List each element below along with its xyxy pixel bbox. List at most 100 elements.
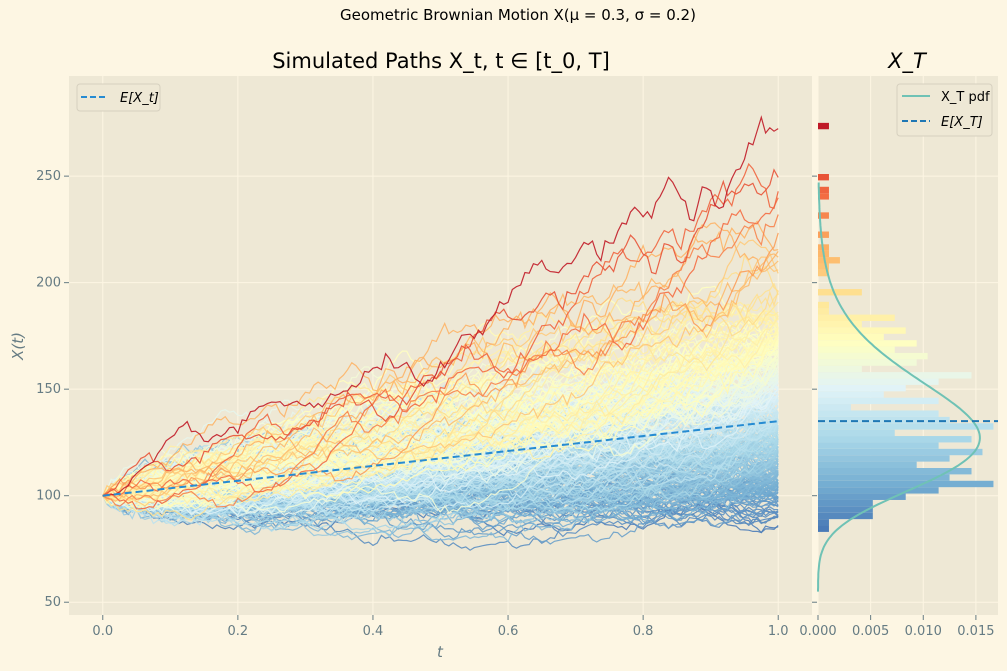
x-tick-label: 0.2 [228, 624, 249, 639]
histogram-bar [818, 461, 917, 468]
simulated-path [102, 222, 779, 500]
histogram-bar [818, 525, 829, 532]
histogram-bar [818, 436, 972, 443]
simulated-path [102, 256, 779, 497]
y-tick-label: 150 [36, 382, 61, 397]
y-tick-label: 50 [44, 595, 61, 610]
simulated-path [102, 292, 779, 521]
histogram-bar [818, 512, 873, 520]
histogram-bar [818, 372, 972, 379]
suptitle: Geometric Brownian Motion X(μ = 0.3, σ =… [340, 6, 696, 24]
histogram-bar [818, 193, 829, 200]
legend-label-expected: E[X_t] [120, 91, 159, 106]
y-axis-label: X(t) [9, 332, 27, 361]
expected-path-line [102, 420, 779, 497]
histogram-bar [818, 365, 862, 373]
histogram-bar [818, 340, 917, 347]
histogram-bar [818, 212, 829, 219]
histogram-bar [818, 397, 939, 405]
simulated-path [102, 214, 779, 508]
main-legend: E[X_t] [76, 83, 161, 112]
x-tick-label: 0.005 [852, 624, 889, 639]
simulated-path [102, 290, 779, 502]
simulated-path [102, 327, 779, 501]
histogram-bar [818, 442, 939, 449]
simulated-path [102, 220, 779, 497]
x-tick-label: 0.0 [92, 624, 113, 639]
simulated-path [102, 301, 779, 505]
histogram-bar [818, 404, 851, 411]
histogram-bar [818, 122, 829, 130]
histogram-bar [818, 346, 895, 353]
simulated-path [102, 301, 779, 505]
x-tick-label: 1.0 [768, 624, 789, 639]
histogram-bar [818, 468, 972, 475]
pdf-curve [817, 182, 981, 592]
x-tick-label: 0.6 [498, 624, 519, 639]
histogram-bar [818, 429, 895, 437]
x-tick-label: 0.010 [905, 624, 942, 639]
histogram-bar [818, 301, 829, 309]
hist-title: X_T [887, 49, 928, 74]
simulated-path [102, 197, 779, 497]
histogram-bar [818, 186, 829, 194]
histogram-bar [818, 519, 829, 526]
simulated-path [102, 310, 779, 500]
histogram-bar [818, 352, 928, 360]
histogram-bar [818, 474, 950, 481]
simulated-path [102, 357, 779, 497]
x-tick-label: 0.015 [957, 624, 994, 639]
y-tick-label: 100 [36, 489, 61, 504]
legend-box [76, 83, 161, 112]
histogram-bar [818, 321, 862, 328]
simulated-path [102, 168, 779, 497]
paths-axes: 0.0 0.2 0.4 0.6 0.8 1.0 50 100 150 200 250 [36, 76, 817, 639]
simulated-path [102, 115, 779, 497]
histogram-bar [818, 314, 895, 321]
simulated-path [102, 239, 779, 507]
hist-axes: 0.000 0.005 0.010 0.015 [799, 76, 998, 639]
simulated-path [102, 253, 779, 499]
histogram-bar [818, 384, 906, 392]
simulated-path [102, 260, 779, 502]
hist-legend: X_T pdf E[X_T] [896, 83, 993, 137]
histogram-bar [818, 333, 884, 341]
histogram-bar [818, 327, 906, 334]
histogram-bar [818, 487, 939, 494]
x-tick-label: 0.8 [633, 624, 654, 639]
histogram-bar [818, 499, 873, 507]
histogram-bar [818, 506, 873, 513]
histogram-bar [818, 269, 829, 277]
histogram-bar [818, 423, 994, 430]
histogram-bar [818, 263, 829, 270]
plot-area [69, 76, 812, 615]
y-tick-label: 250 [36, 169, 61, 184]
histogram-bar [818, 455, 950, 462]
simulated-path [102, 253, 779, 504]
histogram-bar [818, 359, 917, 366]
histogram-bar [818, 289, 862, 296]
histogram-bar [818, 410, 939, 417]
histogram-bar [818, 416, 950, 424]
simulated-path [102, 232, 779, 497]
histogram-bar [818, 378, 939, 385]
histogram-bar [818, 480, 994, 488]
histogram-bar [818, 391, 884, 398]
histogram-bar [818, 308, 829, 315]
simulated-path [102, 358, 779, 514]
simulated-path [102, 313, 779, 503]
legend-label-pdf: X_T pdf [941, 90, 990, 105]
legend-label-expected: E[X_T] [941, 115, 983, 130]
x-axis-label: t [437, 643, 444, 661]
x-tick-label: 0.000 [799, 624, 836, 639]
main-title: Simulated Paths X_t, t ∈ [t_0, T] [272, 49, 610, 74]
simulated-path [102, 162, 779, 510]
histogram-bar [818, 231, 829, 238]
histogram-bar [818, 493, 906, 500]
histogram-bar [818, 257, 840, 264]
histogram-bar [818, 174, 829, 181]
simulated-path [102, 339, 779, 497]
histogram-bar [818, 448, 983, 456]
x-tick-label: 0.4 [363, 624, 384, 639]
